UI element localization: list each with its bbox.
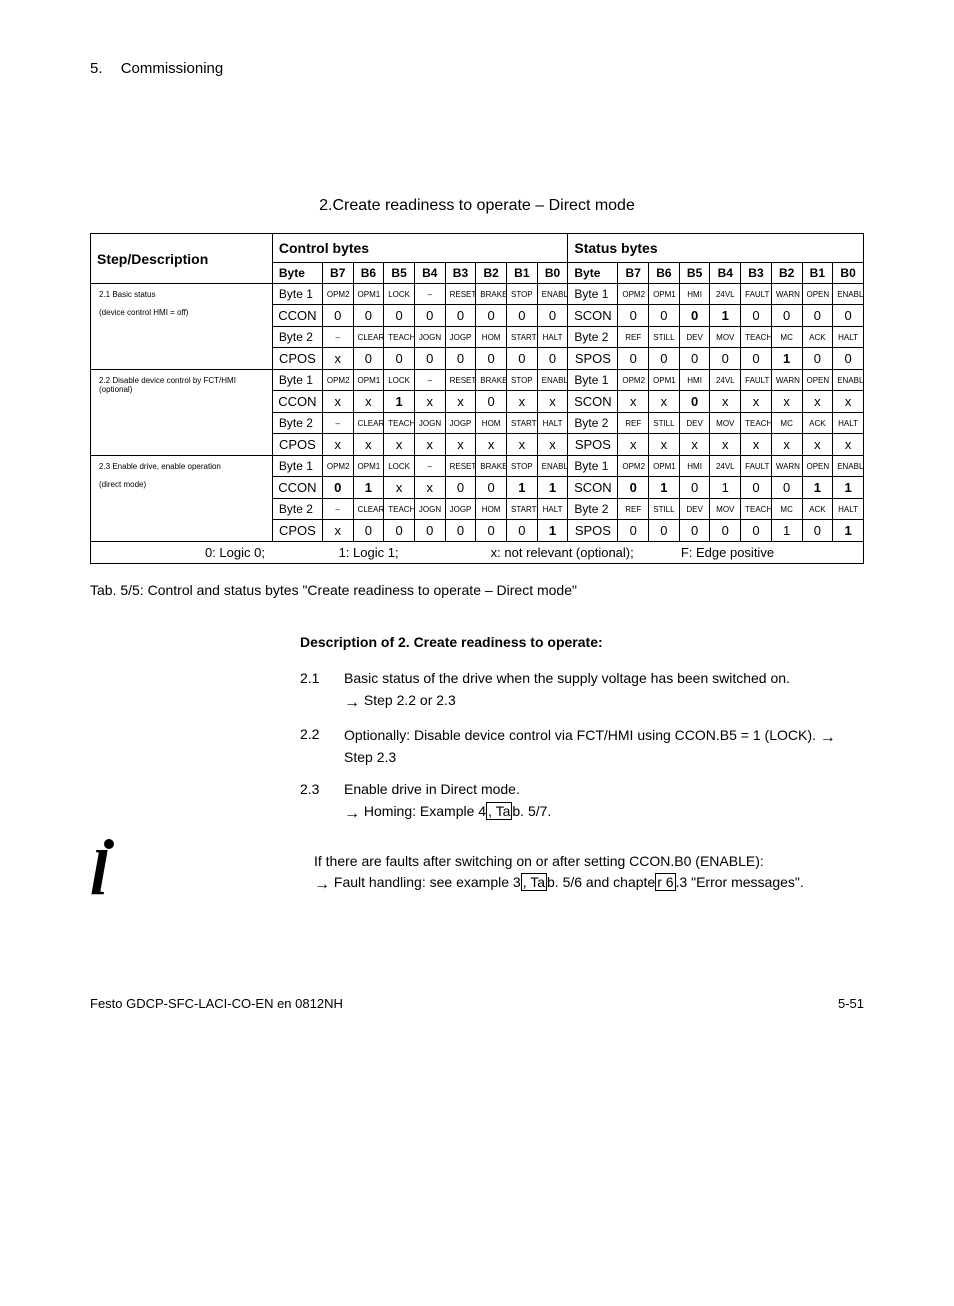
step-description: 2.2 Disable device control by FCT/HMI (o… xyxy=(91,370,273,456)
chapter-number: 5. xyxy=(90,60,103,77)
bit-header: B4 xyxy=(414,263,445,284)
bit-header: B0 xyxy=(537,263,568,284)
legend-0: 0: Logic 0; xyxy=(180,545,290,560)
bit-header: B2 xyxy=(771,263,802,284)
col-step: Step/Description xyxy=(91,234,273,284)
item-num-22: 2.2 xyxy=(300,718,344,773)
step-description: 2.3 Enable drive, enable operation(direc… xyxy=(91,456,273,542)
byte-table: Step/Description Control bytes Status by… xyxy=(90,233,864,564)
bit-header: B2 xyxy=(476,263,507,284)
bit-header: B1 xyxy=(506,263,537,284)
bit-header: Byte xyxy=(272,263,322,284)
bit-header: B0 xyxy=(833,263,864,284)
bit-header: B7 xyxy=(618,263,649,284)
legend-row: 0: Logic 0; 1: Logic 1; x: not relevant … xyxy=(91,542,864,564)
bit-header: B3 xyxy=(445,263,476,284)
bit-header: B1 xyxy=(802,263,833,284)
step-description: 2.1 Basic status(device control HMI = of… xyxy=(91,284,273,370)
item-text-22: Optionally: Disable device control via F… xyxy=(344,718,864,773)
bit-header: B6 xyxy=(353,263,384,284)
ref-box: , Ta xyxy=(521,873,547,891)
info-icon: l xyxy=(90,851,134,896)
bit-header: B3 xyxy=(741,263,772,284)
legend-x: x: not relevant (optional); xyxy=(447,545,677,560)
item-num-23: 2.3 xyxy=(300,773,344,828)
info-note: l If there are faults after switching on… xyxy=(90,851,864,896)
col-control: Control bytes xyxy=(272,234,568,263)
description-block: Description of 2. Create readiness to op… xyxy=(300,632,864,829)
item-text-21: Basic status of the drive when the suppl… xyxy=(344,662,864,717)
bit-header: Byte xyxy=(568,263,618,284)
item-text-23: Enable drive in Direct mode. → Homing: E… xyxy=(344,773,864,828)
item-num-21: 2.1 xyxy=(300,662,344,717)
bit-header: B5 xyxy=(679,263,710,284)
bit-header: B6 xyxy=(649,263,680,284)
bit-header: B7 xyxy=(322,263,353,284)
legend-1: 1: Logic 1; xyxy=(294,545,444,560)
bit-header: B5 xyxy=(384,263,415,284)
col-status: Status bytes xyxy=(568,234,864,263)
ref-box: r 6 xyxy=(655,873,675,891)
chapter-heading: 5. Commissioning xyxy=(90,60,864,77)
legend-f: F: Edge positive xyxy=(681,545,774,560)
page-footer: Festo GDCP-SFC-LACI-CO-EN en 0812NH 5-51 xyxy=(90,996,864,1011)
info-text: If there are faults after switching on o… xyxy=(314,851,804,894)
ref-box: , Ta xyxy=(486,802,512,820)
chapter-title: Commissioning xyxy=(121,60,224,77)
table-caption: Tab. 5/5: Control and status bytes "Crea… xyxy=(90,582,864,598)
bit-header: B4 xyxy=(710,263,741,284)
section-title: 2.Create readiness to operate – Direct m… xyxy=(90,197,864,215)
footer-left: Festo GDCP-SFC-LACI-CO-EN en 0812NH xyxy=(90,996,343,1011)
description-heading: Description of 2. Create readiness to op… xyxy=(300,632,864,652)
footer-right: 5-51 xyxy=(838,996,864,1011)
